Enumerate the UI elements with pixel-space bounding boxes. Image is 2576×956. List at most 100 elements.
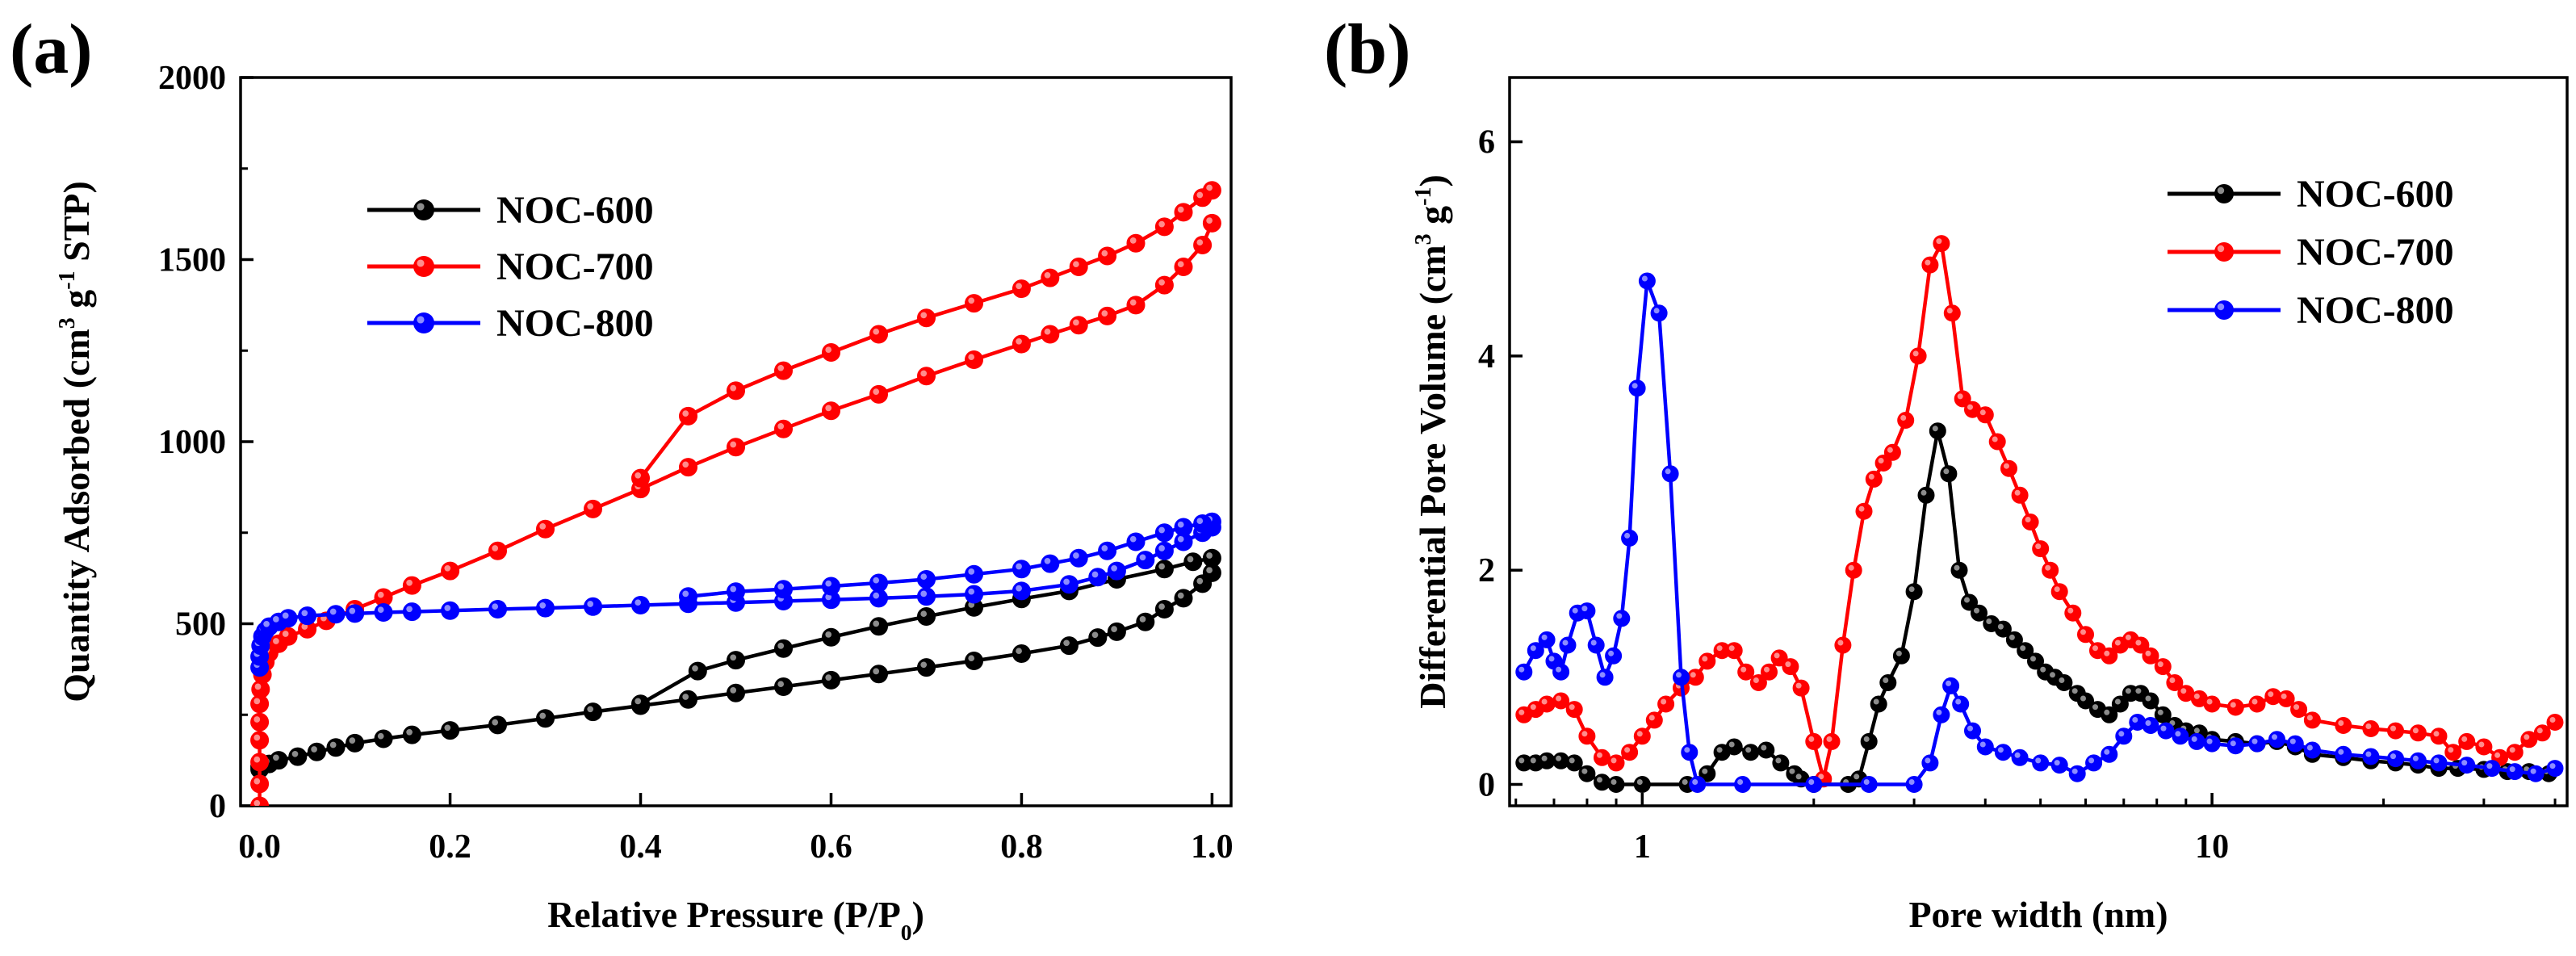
data-point-highlight [1196, 577, 1204, 585]
data-point-highlight [1795, 682, 1802, 689]
data-point [869, 325, 888, 344]
data-point-highlight [444, 724, 451, 732]
data-point-highlight [1631, 383, 1638, 389]
data-point [1041, 325, 1060, 344]
data-point [1059, 636, 1079, 656]
data-point [1933, 235, 1950, 253]
data-point [1686, 669, 1704, 686]
data-point [1942, 677, 1960, 694]
data-point [1792, 679, 1810, 697]
data-point [1098, 306, 1117, 325]
data-point [1725, 642, 1743, 660]
data-point-highlight [2289, 738, 2296, 744]
data-point [1012, 560, 1031, 579]
data-point-highlight [282, 631, 289, 637]
data-point-highlight [1597, 752, 1602, 758]
data-point [1607, 754, 1625, 772]
data-point [402, 725, 421, 744]
data-point-highlight [920, 590, 928, 598]
data-point-highlight [682, 461, 689, 468]
data-point-highlight [2251, 738, 2258, 744]
data-point [2154, 658, 2172, 676]
data-point-highlight [1590, 639, 1597, 646]
data-point-highlight [1900, 415, 1907, 421]
x-tick-label: 1.0 [1191, 828, 1234, 866]
data-point-highlight [273, 616, 279, 623]
data-point-highlight [2014, 489, 2021, 496]
data-point-highlight [492, 545, 499, 551]
data-point [1613, 610, 1631, 627]
data-point-highlight [273, 638, 279, 644]
data-point-highlight [1986, 618, 1992, 624]
data-point [1805, 776, 1823, 793]
data-point [2011, 486, 2029, 504]
data-point [1088, 568, 1108, 587]
data-point [1638, 272, 1656, 290]
data-point-highlight [730, 687, 737, 694]
legend-marker [2214, 300, 2234, 320]
data-point [1905, 776, 1923, 793]
data-point [774, 639, 793, 658]
data-point-highlight [1682, 779, 1688, 785]
data-point-highlight [1129, 237, 1137, 244]
data-point-highlight [2135, 639, 2142, 646]
data-point [2042, 561, 2059, 579]
legend-label: NOC-600 [2297, 173, 2454, 216]
data-point-highlight [444, 605, 451, 611]
data-point [727, 651, 745, 670]
data-point-highlight [2390, 753, 2396, 760]
data-point [2458, 757, 2476, 774]
data-point [584, 499, 602, 518]
data-point [1107, 561, 1126, 581]
data-point [727, 683, 745, 702]
data-point [1633, 776, 1651, 793]
data-point-highlight [1206, 217, 1213, 224]
data-point-highlight [1737, 779, 1744, 785]
data-point [1943, 304, 1961, 322]
data-point [1202, 548, 1221, 568]
data-point-highlight [2080, 695, 2086, 702]
data-point-highlight [2092, 704, 2098, 711]
data-point [822, 627, 840, 647]
data-point [2077, 626, 2094, 644]
data-point-highlight [2160, 725, 2167, 732]
data-point-highlight [2125, 688, 2131, 694]
data-point [326, 738, 346, 757]
data-point-highlight [920, 573, 928, 581]
data-point-highlight [1895, 650, 1902, 656]
data-point [2188, 732, 2205, 750]
data-point-highlight [1868, 473, 1874, 480]
data-point-highlight [825, 593, 832, 601]
data-point-highlight [1624, 532, 1631, 539]
data-point [688, 661, 707, 681]
data-point-highlight [2509, 747, 2515, 753]
series-layer [1515, 235, 2564, 793]
data-point-highlight [1936, 238, 1942, 245]
data-point-highlight [1702, 768, 1708, 774]
data-point-highlight [1887, 447, 1893, 453]
data-point-highlight [1139, 616, 1146, 623]
data-point [1921, 754, 1939, 772]
data-point-highlight [1581, 768, 1588, 774]
data-point-highlight [1702, 656, 1708, 662]
data-point [1088, 628, 1108, 648]
data-point [2268, 731, 2285, 748]
y-tick-label: 0 [209, 788, 226, 825]
data-point [2203, 735, 2221, 753]
data-point-highlight [2536, 727, 2543, 734]
legend-marker-highlight [417, 259, 425, 267]
data-point-highlight [377, 606, 384, 614]
data-point-highlight [2175, 731, 2181, 737]
data-point [1673, 669, 1690, 686]
data-point [1174, 258, 1193, 276]
data-point-highlight [1863, 736, 1870, 742]
data-point-highlight [1073, 552, 1079, 559]
data-point [2011, 748, 2029, 766]
data-point-highlight [1740, 666, 1747, 673]
legend-label: NOC-800 [2297, 289, 2454, 332]
data-point [441, 561, 460, 581]
x-axis-label: Pore width (nm) [1908, 894, 2168, 935]
data-point-highlight [777, 583, 785, 590]
data-point [1515, 663, 1533, 681]
data-point [917, 607, 936, 626]
